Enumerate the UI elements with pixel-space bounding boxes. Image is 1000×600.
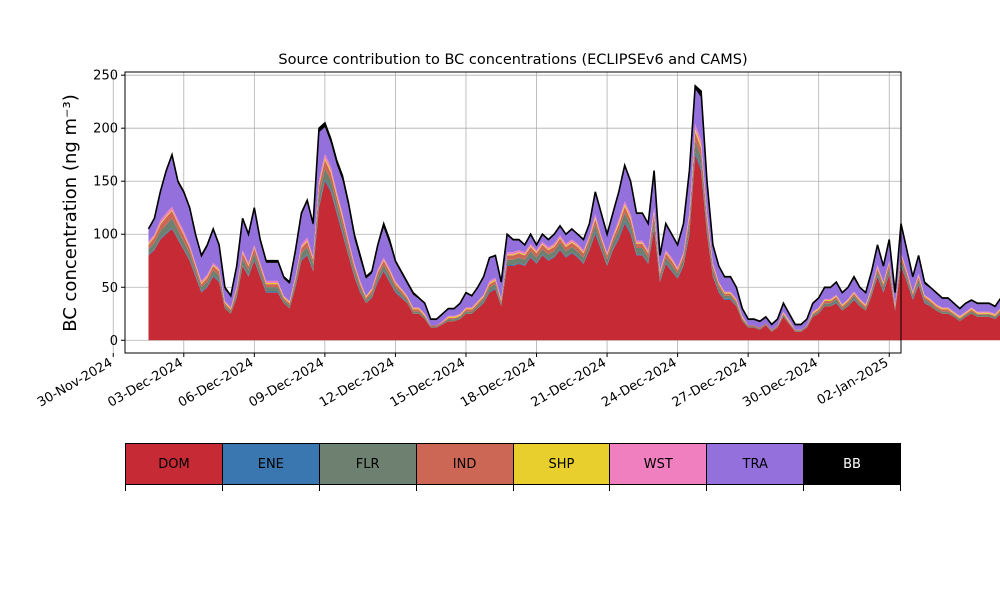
legend-tick — [803, 485, 805, 491]
x-tick-label: 06-Dec-2024 — [176, 355, 256, 410]
legend-item-dom: DOM — [126, 444, 223, 484]
x-axis-ticks: 30-Nov-202403-Dec-202406-Dec-202409-Dec-… — [35, 353, 891, 411]
legend-item-flr: FLR — [319, 444, 417, 484]
legend-colorbar: DOM ENE FLR IND SHP WST TRA BB — [125, 443, 901, 485]
legend-item-bb: BB — [804, 444, 900, 484]
y-tick-label: 50 — [101, 281, 118, 296]
legend-tick — [125, 485, 126, 491]
y-axis-ticks: 0 50 100 150 200 250 — [93, 69, 125, 349]
y-tick-label: 0 — [110, 334, 118, 349]
chart-title: Source contribution to BC concentrations… — [278, 52, 747, 68]
y-tick-label: 150 — [93, 175, 118, 190]
x-tick-label: 03-Dec-2024 — [105, 355, 185, 410]
legend-ticks — [125, 485, 901, 491]
x-tick-label: 02-Jan-2025 — [815, 355, 892, 408]
legend-tick — [318, 485, 320, 491]
total-line — [147, 84, 1000, 326]
x-tick-label: 27-Dec-2024 — [670, 355, 750, 410]
y-tick-label: 250 — [93, 69, 118, 84]
legend-tick — [706, 485, 708, 491]
legend-tick — [415, 485, 417, 491]
legend-tick — [512, 485, 514, 491]
x-tick-label: 30-Nov-2024 — [35, 355, 115, 410]
legend-item-ind: IND — [416, 444, 514, 484]
y-tick-label: 200 — [93, 122, 118, 137]
stacked-areas — [147, 84, 1000, 341]
legend-item-shp: SHP — [513, 444, 611, 484]
x-tick-label: 15-Dec-2024 — [388, 355, 468, 410]
x-tick-label: 12-Dec-2024 — [317, 355, 397, 410]
bc-concentration-chart: 0 50 100 150 200 250 30-Nov-202403-Dec-202406… — [35, 52, 1000, 411]
legend-tick — [609, 485, 611, 491]
legend-tick — [900, 485, 901, 491]
x-tick-label: 24-Dec-2024 — [599, 355, 679, 410]
area-tra — [148, 89, 1000, 330]
plot-frame — [124, 71, 902, 354]
x-tick-label: 09-Dec-2024 — [246, 355, 326, 410]
x-tick-label: 18-Dec-2024 — [458, 355, 538, 410]
x-tick-label: 30-Dec-2024 — [740, 355, 820, 410]
legend-item-wst: WST — [610, 444, 708, 484]
legend-item-ene: ENE — [222, 444, 320, 484]
y-tick-label: 100 — [93, 228, 118, 243]
y-axis-label: BC concentration (ng m⁻³) — [60, 94, 81, 332]
x-tick-label: 21-Dec-2024 — [529, 355, 609, 410]
legend-item-tra: TRA — [707, 444, 805, 484]
area-dom — [148, 154, 1000, 341]
legend-tick — [221, 485, 223, 491]
